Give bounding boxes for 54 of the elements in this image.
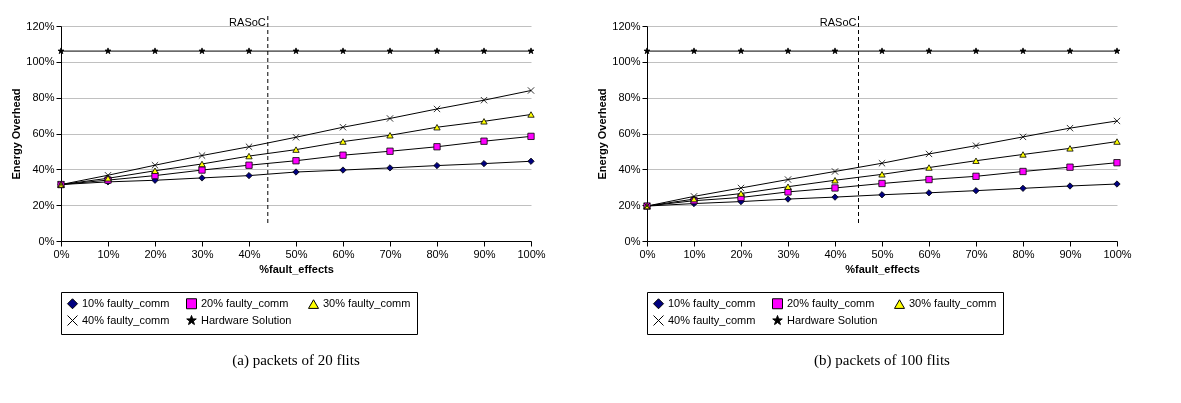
ref-line-label: RASoC [819, 16, 857, 28]
text: (b) packets of 100 flits [814, 351, 951, 369]
y-tick-label: 0% [38, 234, 55, 247]
y-tick-label: 60% [32, 127, 55, 139]
x-tick-label: 90% [473, 247, 496, 260]
x-tick-label: 90% [1059, 247, 1082, 260]
x-axis-title: %fault_effects [259, 262, 334, 275]
x-tick-label: 70% [965, 247, 988, 260]
x-tick-label: 40% [238, 247, 261, 260]
y-tick-label: 100% [612, 55, 641, 68]
legend-label: 20% faulty_comm [201, 296, 289, 309]
legend-label: 30% faulty_comm [909, 297, 997, 310]
y-tick-label: 40% [618, 162, 641, 175]
y-axis-title: Energy Overhead [596, 88, 609, 180]
y-tick-label: 80% [618, 91, 641, 104]
x-tick-label: 100% [1103, 247, 1132, 260]
x-tick-label: 10% [683, 247, 706, 260]
ref-line-label: RASoC [229, 16, 266, 28]
x-tick-label: 30% [777, 247, 800, 260]
legend-label: Hardware Solution [787, 313, 878, 326]
y-tick-label: 100% [26, 55, 55, 68]
y-tick-label: 120% [612, 19, 641, 32]
x-tick-label: 60% [918, 247, 941, 260]
y-tick-label: 80% [32, 91, 55, 104]
y-tick-label: 40% [32, 162, 55, 175]
legend-label: 10% faulty_comm [668, 296, 756, 309]
legend-label: 30% faulty_comm [323, 297, 411, 310]
x-tick-label: 70% [379, 247, 402, 260]
y-tick-label: 20% [32, 198, 55, 211]
legend-label: Hardware Solution [201, 313, 292, 326]
x-tick-label: 80% [1012, 247, 1035, 260]
x-tick-label: 50% [871, 247, 894, 260]
legend-label: 40% faulty_comm [82, 313, 170, 326]
x-tick-label: 10% [97, 247, 120, 260]
legend-label: 10% faulty_comm [82, 296, 170, 309]
y-axis-title: Energy Overhead [10, 88, 23, 180]
x-tick-label: 30% [191, 247, 214, 260]
legend-label: 40% faulty_comm [668, 313, 756, 326]
x-tick-label: 60% [332, 247, 355, 260]
x-tick-label: 0% [639, 247, 656, 260]
x-tick-label: 20% [144, 247, 167, 260]
x-tick-label: 40% [824, 247, 847, 260]
x-tick-label: 100% [517, 247, 546, 260]
y-tick-label: 120% [26, 19, 55, 32]
x-tick-label: 50% [285, 247, 308, 260]
x-tick-label: 20% [730, 247, 753, 260]
legend-label: 20% faulty_comm [787, 296, 875, 309]
x-tick-label: 80% [426, 247, 449, 260]
y-tick-label: 0% [624, 234, 641, 247]
x-axis-title: %fault_effects [845, 262, 920, 275]
y-tick-label: 60% [618, 127, 641, 139]
x-tick-label: 0% [53, 247, 70, 260]
text: (a) packets of 20 flits [232, 351, 360, 369]
y-tick-label: 20% [618, 198, 641, 211]
